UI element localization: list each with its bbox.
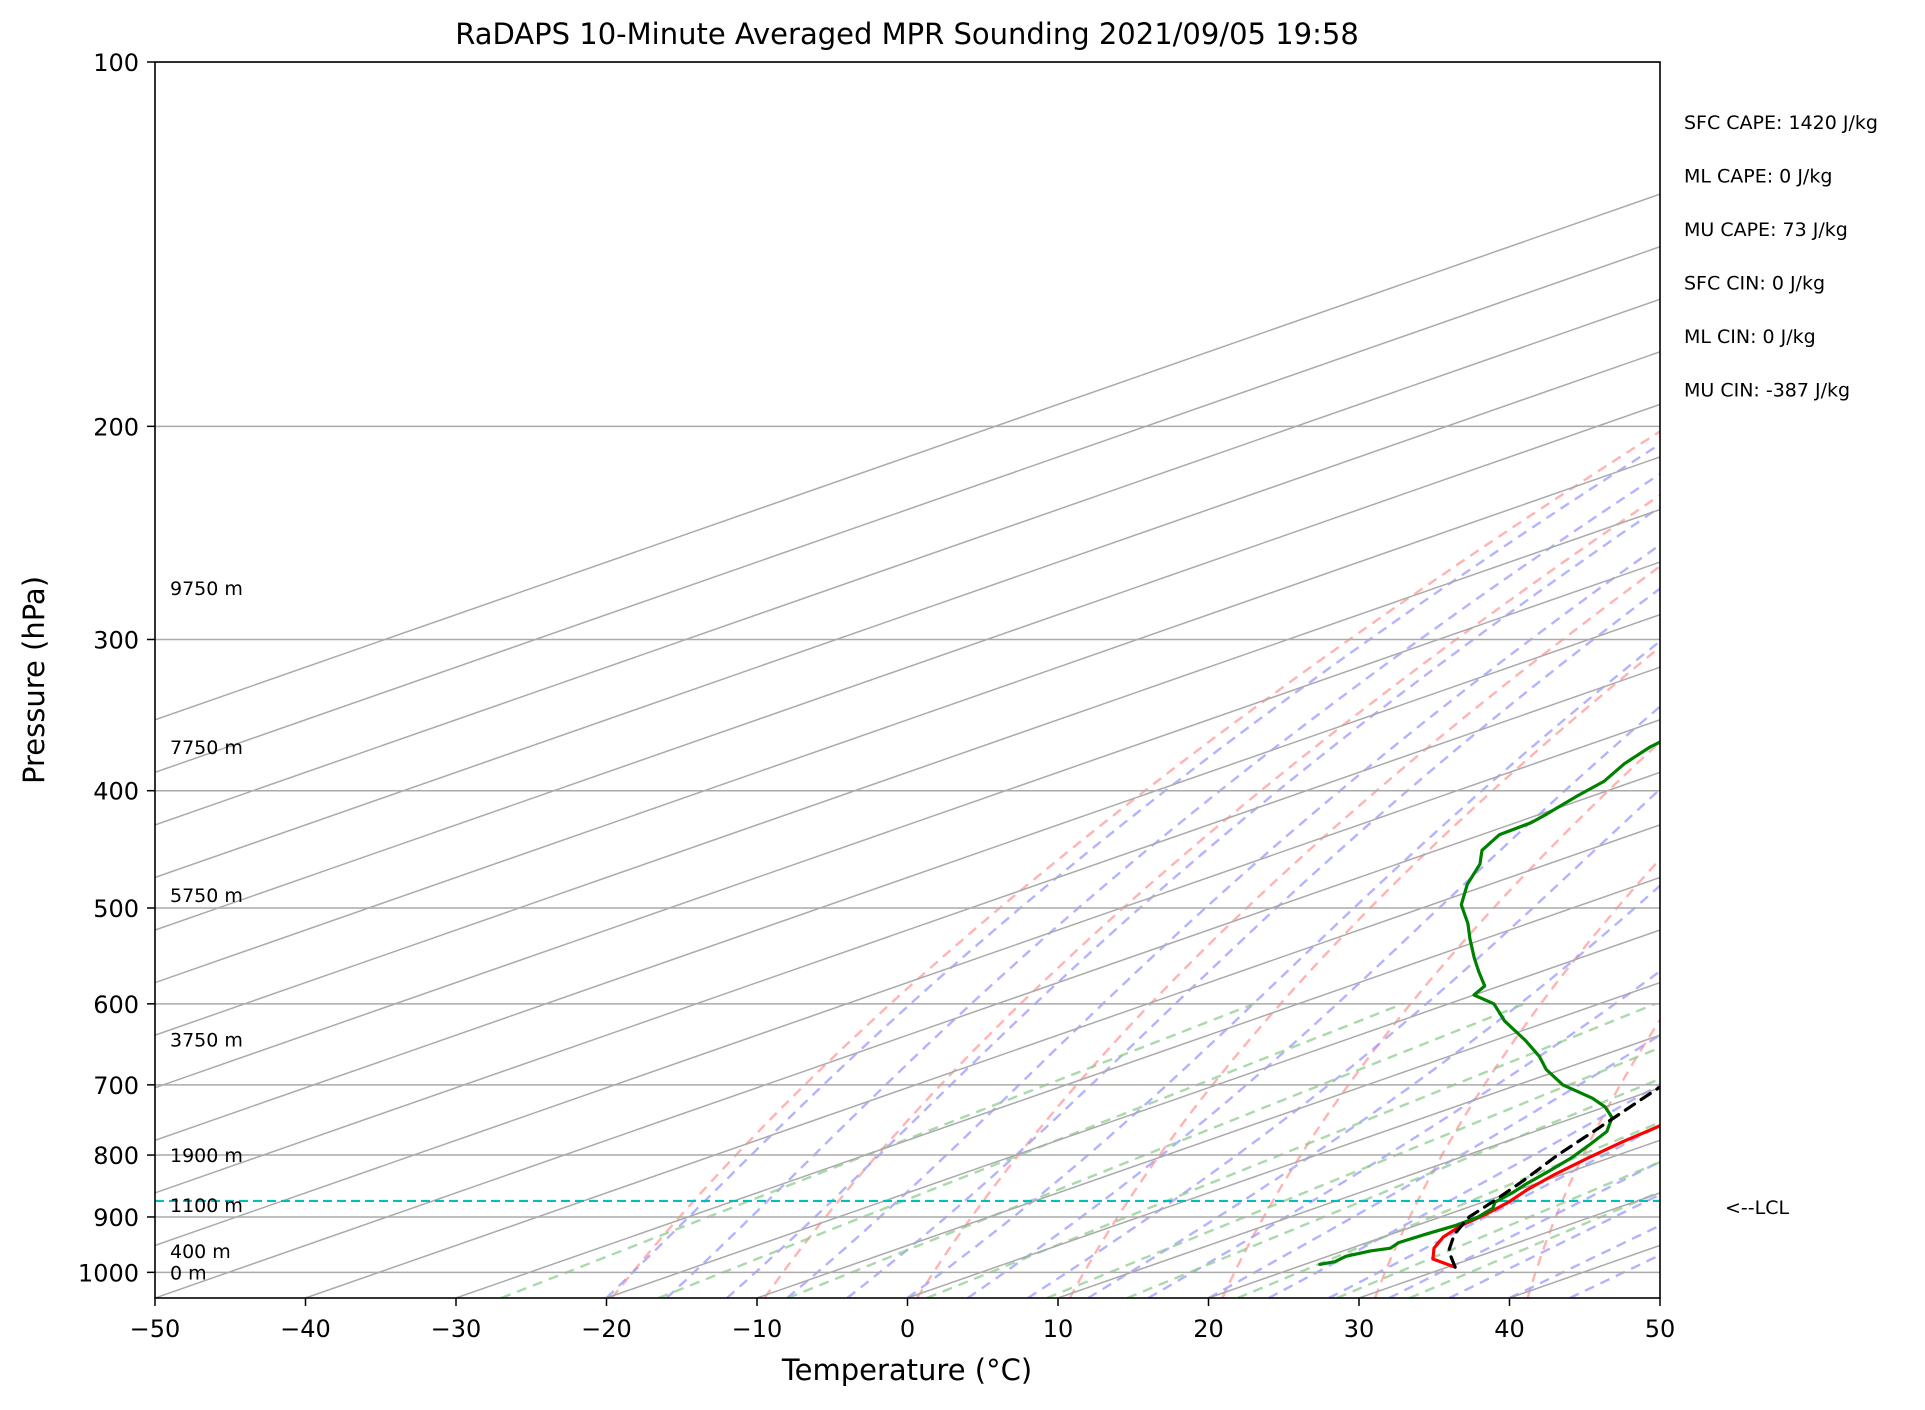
x-tick-label: 0	[900, 1315, 915, 1343]
x-tick-label: 50	[1645, 1315, 1676, 1343]
stat-annotation: MU CIN: -387 J/kg	[1684, 380, 1850, 402]
stat-annotation: SFC CIN: 0 J/kg	[1684, 273, 1825, 295]
height-label: 7750 m	[170, 737, 243, 759]
y-tick-label: 700	[93, 1072, 139, 1100]
y-tick-label: 900	[93, 1204, 139, 1232]
height-label: 3750 m	[170, 1029, 243, 1051]
chart-title: RaDAPS 10-Minute Averaged MPR Sounding 2…	[455, 17, 1359, 51]
x-tick-label: −20	[581, 1315, 632, 1343]
height-label: 5750 m	[170, 885, 243, 907]
height-label: 1900 m	[170, 1145, 243, 1167]
x-tick-label: 10	[1043, 1315, 1074, 1343]
y-tick-label: 500	[93, 895, 139, 923]
stat-annotation: ML CAPE: 0 J/kg	[1684, 166, 1832, 188]
y-tick-label: 400	[93, 778, 139, 806]
lcl-label: <--LCL	[1725, 1197, 1789, 1219]
height-label: 400 m	[170, 1241, 231, 1263]
x-tick-label: 40	[1494, 1315, 1525, 1343]
height-label: 9750 m	[170, 578, 243, 600]
stat-annotation: MU CAPE: 73 J/kg	[1684, 219, 1848, 241]
x-axis-label: Temperature (°C)	[781, 1353, 1032, 1387]
x-tick-label: 30	[1344, 1315, 1375, 1343]
x-tick-label: −10	[732, 1315, 783, 1343]
stat-annotation: SFC CAPE: 1420 J/kg	[1684, 112, 1878, 134]
y-tick-label: 600	[93, 991, 139, 1019]
y-tick-label: 1000	[78, 1259, 139, 1287]
y-tick-label: 800	[93, 1142, 139, 1170]
y-axis-label: Pressure (hPa)	[17, 576, 51, 784]
height-label: 1100 m	[170, 1195, 243, 1217]
y-tick-label: 300	[93, 626, 139, 654]
x-tick-label: −30	[431, 1315, 482, 1343]
height-label: 0 m	[170, 1262, 207, 1284]
y-tick-label: 100	[93, 49, 139, 77]
x-tick-label: −50	[130, 1315, 181, 1343]
stat-annotation: ML CIN: 0 J/kg	[1684, 326, 1816, 348]
x-tick-label: 20	[1193, 1315, 1224, 1343]
x-tick-label: −40	[280, 1315, 331, 1343]
y-tick-label: 200	[93, 413, 139, 441]
